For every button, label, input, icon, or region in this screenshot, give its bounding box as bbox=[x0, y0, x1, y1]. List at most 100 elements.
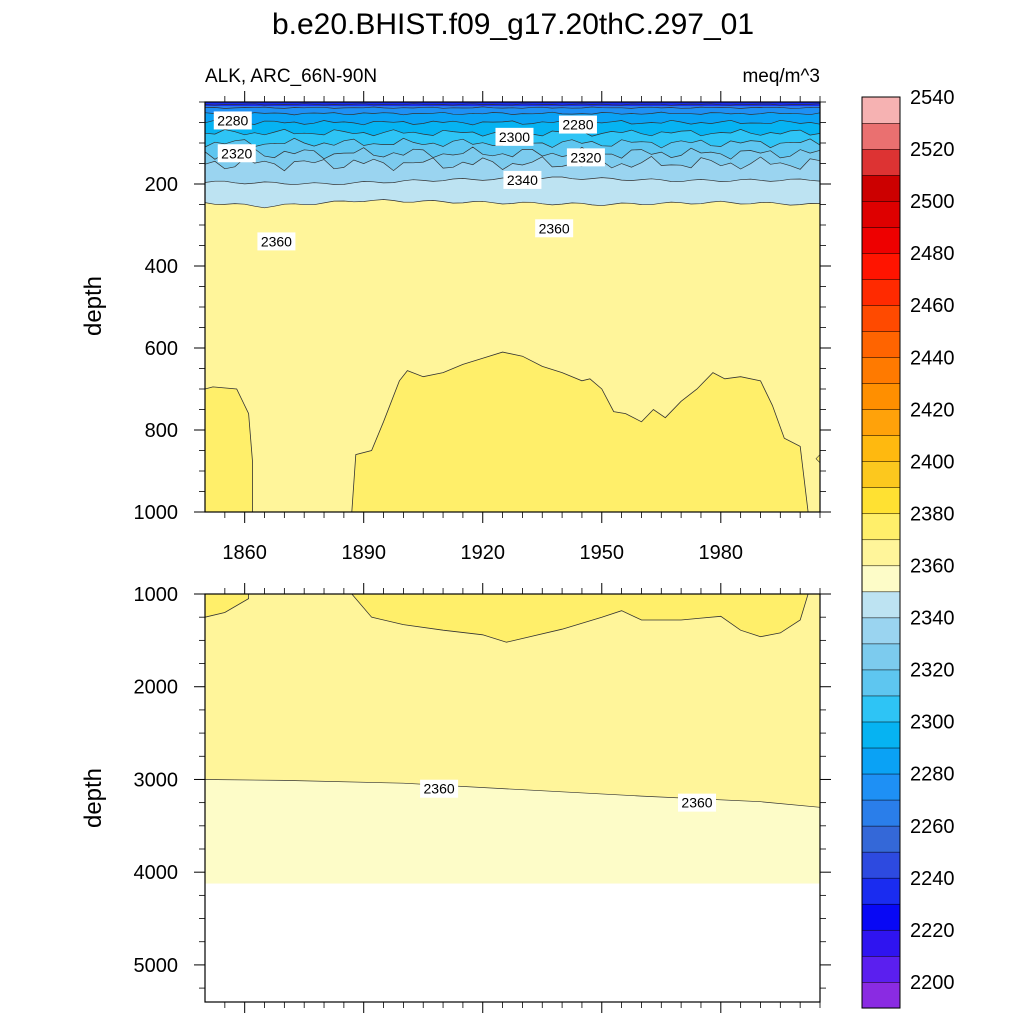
contour-line-2330 bbox=[204, 155, 821, 172]
region-2380-1 bbox=[351, 351, 809, 513]
colorbar-swatch bbox=[861, 252, 901, 280]
y-tick-label: 1000 bbox=[134, 584, 179, 606]
colorbar-swatch bbox=[861, 357, 901, 384]
contour-label-bg bbox=[678, 793, 716, 812]
contour-label-bg bbox=[257, 232, 296, 251]
upper-y-axis-label: depth bbox=[80, 276, 107, 336]
y-tick-label: 5000 bbox=[134, 955, 179, 977]
colorbar-swatch bbox=[861, 903, 901, 931]
contour-line-2360 bbox=[204, 779, 821, 808]
colorbar-label: 2520 bbox=[910, 139, 955, 161]
y-tick-label: 2000 bbox=[134, 677, 179, 699]
contour-label: 2340 bbox=[507, 172, 538, 188]
colorbar-swatch bbox=[861, 304, 901, 332]
y-tick-label: 200 bbox=[145, 174, 178, 196]
y-tick-label: 600 bbox=[145, 338, 178, 360]
colorbar-swatch bbox=[861, 409, 901, 436]
contour-label-bg bbox=[495, 127, 534, 146]
lower-contour-lines bbox=[204, 779, 821, 808]
colorbar-swatch bbox=[861, 669, 901, 697]
contour-line-2350 bbox=[204, 199, 821, 209]
colorbar-label: 2200 bbox=[910, 972, 955, 994]
contour-label-bg bbox=[566, 148, 605, 167]
colorbar-label: 2340 bbox=[910, 608, 955, 630]
colorbar-swatch bbox=[861, 773, 901, 801]
colorbar-label: 2320 bbox=[910, 660, 955, 682]
upper-units-label: meq/m^3 bbox=[742, 66, 820, 87]
contour-label-bg bbox=[420, 779, 459, 798]
y-tick-label: 1000 bbox=[134, 502, 179, 524]
lower-panel: 1000 2000 3000 4000 5000 2360 2360 depth bbox=[80, 583, 831, 1013]
colorbar: 2200 2220 2240 2260 2280 2300 2320 2340 2360 2380… bbox=[861, 87, 955, 1009]
y-tick-label: 3000 bbox=[134, 769, 179, 791]
colorbar-swatch bbox=[861, 122, 901, 150]
contour-label: 2360 bbox=[539, 220, 570, 236]
colorbar-swatch bbox=[861, 799, 901, 827]
colorbar-swatch bbox=[861, 955, 901, 983]
contour-label-bg bbox=[535, 219, 574, 238]
colorbar-swatch bbox=[861, 929, 901, 957]
colorbar-label: 2260 bbox=[910, 816, 955, 838]
colorbar-swatch bbox=[861, 200, 901, 228]
colorbar-swatch bbox=[861, 851, 901, 879]
main-title: b.e20.BHIST.f09_g17.20thC.297_01 bbox=[272, 8, 754, 41]
colorbar-label: 2500 bbox=[910, 191, 955, 213]
colorbar-swatch bbox=[861, 487, 901, 515]
contour-label: 2300 bbox=[499, 129, 530, 145]
colorbar-swatch bbox=[861, 435, 901, 462]
x-tick-label: 1890 bbox=[341, 542, 386, 564]
x-tick-label: 1860 bbox=[222, 542, 267, 564]
colorbar-label: 2420 bbox=[910, 399, 955, 421]
region-2380-1 bbox=[350, 593, 809, 643]
contour-label: 2280 bbox=[217, 112, 248, 128]
colorbar-label: 2220 bbox=[910, 920, 955, 942]
contour-label: 2360 bbox=[681, 795, 712, 811]
contour-label: 2360 bbox=[424, 781, 455, 797]
contour-line-2260 bbox=[204, 103, 821, 106]
colorbar-swatch bbox=[861, 643, 901, 671]
y-tick-label: 4000 bbox=[134, 862, 179, 884]
colorbar-label: 2240 bbox=[910, 868, 955, 890]
colorbar-label: 2300 bbox=[910, 712, 955, 734]
colorbar-frame bbox=[861, 96, 901, 1009]
colorbar-label: 2460 bbox=[910, 295, 955, 317]
contour-label: 2360 bbox=[261, 233, 292, 249]
x-tick-label: 1980 bbox=[699, 542, 744, 564]
colorbar-swatch bbox=[861, 825, 901, 853]
colorbar-label: 2440 bbox=[910, 347, 955, 369]
colorbar-swatch bbox=[861, 721, 901, 749]
contour-label: 2280 bbox=[562, 117, 593, 133]
contour-line-2320 bbox=[204, 146, 821, 160]
colorbar-swatch bbox=[861, 331, 901, 358]
upper-contour-labels: 2280 2320 2300 2280 2320 2340 2360 2360 bbox=[213, 111, 605, 251]
colorbar-swatch bbox=[861, 513, 901, 541]
upper-panel: ALK, ARC_66N-90N meq/m^3 200 400 600 800 100… bbox=[80, 66, 831, 564]
colorbar-swatch bbox=[861, 695, 901, 723]
colorbar-swatch bbox=[861, 981, 901, 1009]
colorbar-label: 2280 bbox=[910, 764, 955, 786]
contour-line-2270 bbox=[204, 106, 821, 109]
band-2350-2360 bbox=[205, 779, 820, 884]
colorbar-swatch bbox=[861, 617, 901, 645]
contour-line-2290 bbox=[204, 119, 821, 126]
x-tick-label: 1950 bbox=[580, 542, 625, 564]
colorbar-label: 2400 bbox=[910, 451, 955, 473]
colorbar-swatch bbox=[861, 174, 901, 202]
lower-fill bbox=[204, 593, 820, 884]
colorbar-swatch bbox=[861, 383, 901, 410]
band-surface bbox=[205, 102, 820, 106]
contour-label: 2320 bbox=[570, 149, 601, 165]
colorbar-label: 2480 bbox=[910, 243, 955, 265]
lower-axes: 1000 2000 3000 4000 5000 bbox=[134, 583, 831, 1013]
colorbar-label: 2380 bbox=[910, 504, 955, 526]
plot-frame bbox=[204, 593, 821, 1003]
y-tick-label: 400 bbox=[145, 256, 178, 278]
y-tick-label: 800 bbox=[145, 420, 178, 442]
colorbar-swatch bbox=[861, 565, 901, 593]
colorbar-swatch bbox=[861, 278, 901, 306]
colorbar-swatch bbox=[861, 747, 901, 775]
contour-label-bg bbox=[213, 111, 252, 130]
lower-contour-labels: 2360 2360 bbox=[420, 779, 716, 812]
colorbar-swatch bbox=[861, 591, 901, 619]
